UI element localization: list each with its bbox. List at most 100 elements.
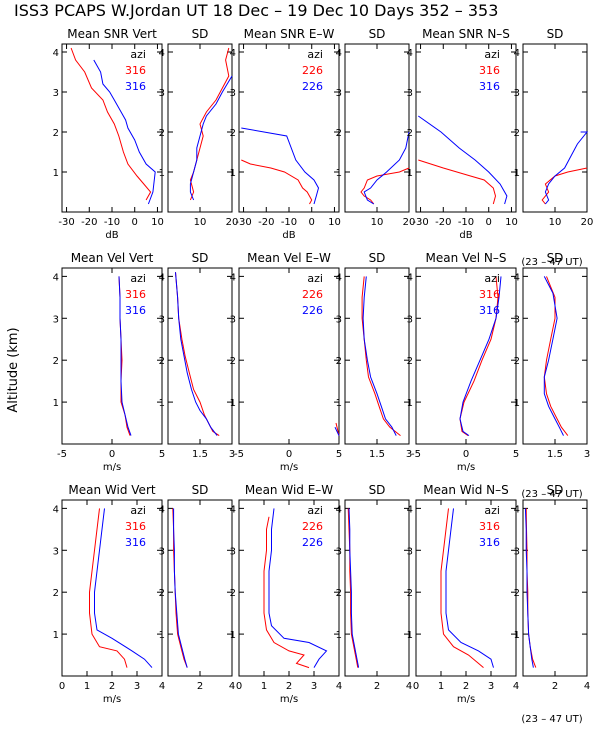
y-tick-label: 1 <box>514 398 520 409</box>
panel-frame <box>167 499 233 677</box>
legend-header: azi <box>130 504 146 517</box>
panel-18: SD 2 4 1 2 3 4 <box>514 483 591 692</box>
series-line-blue <box>94 508 153 668</box>
panel-frame <box>238 43 340 213</box>
x-tick-label: -10 <box>104 217 120 228</box>
legend-header: azi <box>130 48 146 61</box>
legend-red: 316 <box>479 64 500 77</box>
y-tick-label: 4 <box>514 504 520 515</box>
x-tick-label: -10 <box>458 217 474 228</box>
y-tick-label: 2 <box>159 128 165 139</box>
series-line-red <box>70 47 152 201</box>
panel-title: SD <box>369 483 386 497</box>
legend-blue: 316 <box>125 536 146 549</box>
x-tick-label: 2 <box>552 681 558 692</box>
panel-title: Mean Wid N–S <box>423 483 508 497</box>
y-tick-label: 4 <box>336 504 342 515</box>
x-tick-label: -5 <box>234 449 244 460</box>
x-axis-label: dB <box>105 230 118 241</box>
panel-13: Mean Wid Vert 0 1 2 3 4 1 2 3 4 m/s azi 316 316 <box>53 483 166 705</box>
y-tick-label: 4 <box>336 48 342 59</box>
x-tick-label: 10 <box>151 217 164 228</box>
legend-blue: 316 <box>479 80 500 93</box>
series-line-blue <box>459 276 502 437</box>
series-line-blue <box>362 276 397 436</box>
panel-5: Mean SNR N–S -30 -20 -10 0 10 1 2 3 4 dB azi 316 316 <box>407 27 518 241</box>
x-axis-label: m/s <box>280 462 298 473</box>
x-tick-label: 0 <box>109 449 115 460</box>
x-tick-label: 20 <box>403 217 416 228</box>
y-tick-label: 1 <box>514 168 520 179</box>
legend-red: 316 <box>479 288 500 301</box>
panel-9: Mean Vel E–W -5 0 5 1 2 3 4 m/s azi 226 226 <box>230 251 343 473</box>
x-tick-label: 1.5 <box>547 449 563 460</box>
x-axis-label: dB <box>459 230 472 241</box>
y-tick-label: 2 <box>514 128 520 139</box>
panel-17: Mean Wid N–S 0 1 2 3 4 1 2 3 4 m/s azi 316 316 <box>407 483 520 705</box>
panel-title: SD <box>192 251 209 265</box>
legend-header: azi <box>484 504 500 517</box>
y-tick-label: 4 <box>159 48 165 59</box>
series-line-blue <box>524 508 534 668</box>
x-tick-label: 4 <box>406 681 412 692</box>
legend-red: 316 <box>125 520 146 533</box>
panel-16: SD 2 4 1 2 3 4 <box>336 483 413 692</box>
y-tick-label: 1 <box>230 168 236 179</box>
x-axis-label: m/s <box>457 694 475 705</box>
series-line-blue <box>348 508 360 668</box>
x-tick-label: 4 <box>584 681 590 692</box>
x-axis-label: m/s <box>103 694 121 705</box>
y-tick-label: 1 <box>407 630 413 641</box>
panel-title: Mean SNR Vert <box>67 27 157 41</box>
x-tick-label: -30 <box>235 217 251 228</box>
x-tick-label: 0 <box>59 681 65 692</box>
panel-title: Mean SNR N–S <box>422 27 510 41</box>
y-tick-label: 1 <box>53 168 59 179</box>
series-line-blue <box>93 59 156 205</box>
x-tick-label: 0 <box>486 217 492 228</box>
legend-header: azi <box>307 272 323 285</box>
panel-title: Mean Vel E–W <box>247 251 331 265</box>
x-tick-label: 2 <box>286 681 292 692</box>
y-tick-label: 3 <box>53 546 59 557</box>
y-tick-label: 2 <box>230 356 236 367</box>
x-tick-label: 2 <box>109 681 115 692</box>
series-line-red <box>361 276 401 436</box>
panel-frame <box>61 267 163 445</box>
panel-frame <box>344 43 410 213</box>
y-tick-label: 1 <box>407 168 413 179</box>
panel-title: SD <box>369 27 386 41</box>
x-axis-label: dB <box>282 230 295 241</box>
panel-3: Mean SNR E–W -30 -20 -10 0 10 1 2 3 4 dB azi 226 226 <box>230 27 341 241</box>
y-tick-label: 2 <box>407 128 413 139</box>
y-tick-label: 4 <box>514 272 520 283</box>
panel-frame <box>238 267 340 445</box>
series-line-blue <box>363 131 410 205</box>
x-tick-label: 1 <box>261 681 267 692</box>
y-tick-label: 1 <box>230 398 236 409</box>
y-tick-label: 1 <box>514 630 520 641</box>
legend-red: 316 <box>125 64 146 77</box>
y-tick-label: 4 <box>514 48 520 59</box>
x-tick-label: 3 <box>134 681 140 692</box>
x-tick-label: 1 <box>84 681 90 692</box>
x-tick-label: -30 <box>58 217 74 228</box>
y-tick-label: 2 <box>53 128 59 139</box>
x-tick-label: 1 <box>438 681 444 692</box>
y-tick-label: 2 <box>230 128 236 139</box>
y-tick-label: 4 <box>159 504 165 515</box>
y-tick-label: 4 <box>230 48 236 59</box>
y-tick-label: 3 <box>336 546 342 557</box>
x-tick-label: 3 <box>406 449 412 460</box>
y-tick-label: 3 <box>407 546 413 557</box>
panel-title: SD <box>547 483 564 497</box>
panel-title: Mean Wid Vert <box>68 483 155 497</box>
series-line-blue <box>241 127 320 205</box>
y-tick-label: 1 <box>336 398 342 409</box>
series-line-blue <box>268 508 328 668</box>
y-tick-label: 4 <box>53 504 59 515</box>
x-tick-label: 20 <box>581 217 594 228</box>
y-tick-label: 2 <box>336 356 342 367</box>
y-tick-label: 3 <box>514 314 520 325</box>
y-tick-label: 1 <box>159 630 165 641</box>
